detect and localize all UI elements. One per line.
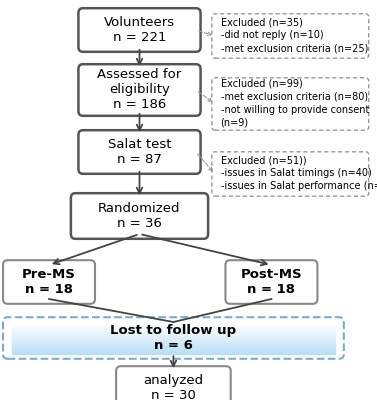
Bar [12, 342, 335, 343]
Bar [12, 324, 335, 325]
Bar [12, 328, 335, 329]
Text: Salat test
n = 87: Salat test n = 87 [108, 138, 171, 166]
Bar [12, 332, 335, 333]
Bar [12, 339, 335, 340]
FancyBboxPatch shape [78, 64, 201, 116]
FancyBboxPatch shape [78, 8, 201, 52]
Bar [12, 349, 335, 350]
Bar [12, 331, 335, 332]
Bar [12, 327, 335, 328]
Bar [12, 347, 335, 348]
Bar [12, 351, 335, 352]
Text: Excluded (n=99)
-met exclusion criteria (n=80)
-not willing to provide consent
(: Excluded (n=99) -met exclusion criteria … [221, 78, 369, 128]
Text: Excluded (n=35)
-did not reply (n=10)
-met exclusion criteria (n=25): Excluded (n=35) -did not reply (n=10) -m… [221, 17, 368, 54]
Text: Pre-MS
n = 18: Pre-MS n = 18 [22, 268, 76, 296]
Bar [12, 353, 335, 354]
Text: Post-MS
n = 18: Post-MS n = 18 [241, 268, 302, 296]
Bar [12, 338, 335, 339]
Bar [12, 348, 335, 349]
Bar [12, 336, 335, 337]
Bar [12, 337, 335, 338]
Bar [12, 334, 335, 335]
Text: Lost to follow up
n = 6: Lost to follow up n = 6 [110, 324, 236, 352]
Bar [12, 323, 335, 324]
FancyBboxPatch shape [212, 14, 369, 58]
Bar [12, 344, 335, 345]
Bar [12, 345, 335, 346]
Bar [12, 326, 335, 327]
Bar [12, 346, 335, 347]
Bar [12, 350, 335, 351]
FancyBboxPatch shape [225, 260, 317, 304]
Text: Volunteers
n = 221: Volunteers n = 221 [104, 16, 175, 44]
Bar [12, 343, 335, 344]
Bar [12, 325, 335, 326]
FancyBboxPatch shape [71, 193, 208, 239]
Text: analyzed
n = 30: analyzed n = 30 [143, 374, 204, 400]
FancyBboxPatch shape [78, 130, 201, 174]
Bar [12, 341, 335, 342]
Bar [12, 322, 335, 323]
Text: Randomized
n = 36: Randomized n = 36 [98, 202, 181, 230]
Bar [12, 329, 335, 330]
Bar [12, 335, 335, 336]
FancyBboxPatch shape [116, 366, 231, 400]
FancyBboxPatch shape [212, 78, 369, 130]
FancyBboxPatch shape [212, 152, 369, 196]
Bar [12, 330, 335, 331]
Text: Excluded (n=51))
-issues in Salat timings (n=40)
-issues in Salat performance (n: Excluded (n=51)) -issues in Salat timing… [221, 155, 377, 192]
Bar [12, 352, 335, 353]
Text: Assessed for
eligibility
n = 186: Assessed for eligibility n = 186 [97, 68, 182, 112]
FancyBboxPatch shape [3, 260, 95, 304]
Bar [12, 333, 335, 334]
Bar [12, 340, 335, 341]
